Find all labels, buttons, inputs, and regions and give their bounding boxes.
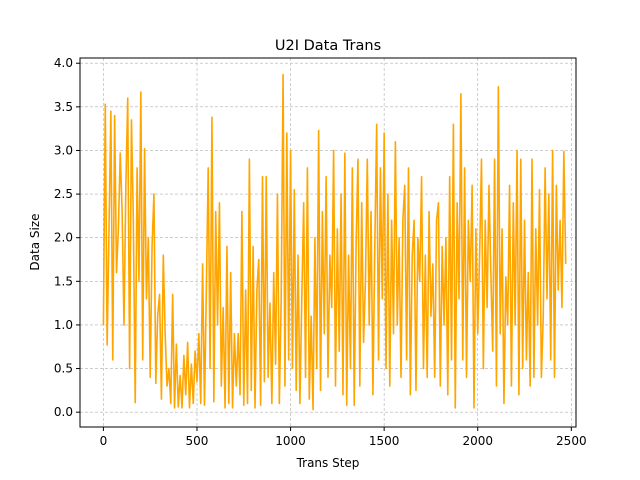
y-tick-label: 3.0 [54, 143, 73, 157]
x-tick-label: 0 [100, 434, 108, 448]
y-axis-ticks: 0.0 0.5 1.0 1.5 2.0 2.5 3.0 3.5 4.0 [54, 56, 80, 419]
x-tick-label: 1000 [275, 434, 306, 448]
y-tick-label: 0.0 [54, 405, 73, 419]
series-line [102, 73, 567, 411]
y-tick-label: 1.5 [54, 274, 73, 288]
y-tick-label: 1.0 [54, 318, 73, 332]
y-tick-label: 2.5 [54, 187, 73, 201]
chart-title: U2I Data Trans [275, 38, 381, 54]
x-tick-label: 2500 [556, 434, 587, 448]
y-tick-label: 0.5 [54, 362, 73, 376]
x-axis-ticks: 0 500 1000 1500 2000 2500 [100, 427, 587, 448]
x-axis-label: Trans Step [296, 456, 360, 470]
y-tick-label: 3.5 [54, 100, 73, 114]
x-tick-label: 2000 [462, 434, 493, 448]
y-tick-label: 2.0 [54, 231, 73, 245]
y-axis-label: Data Size [28, 213, 42, 270]
plot-area [102, 73, 567, 411]
y-tick-label: 4.0 [54, 56, 73, 70]
plot-frame [79, 57, 577, 428]
x-tick-label: 1500 [369, 434, 400, 448]
x-tick-label: 500 [186, 434, 209, 448]
